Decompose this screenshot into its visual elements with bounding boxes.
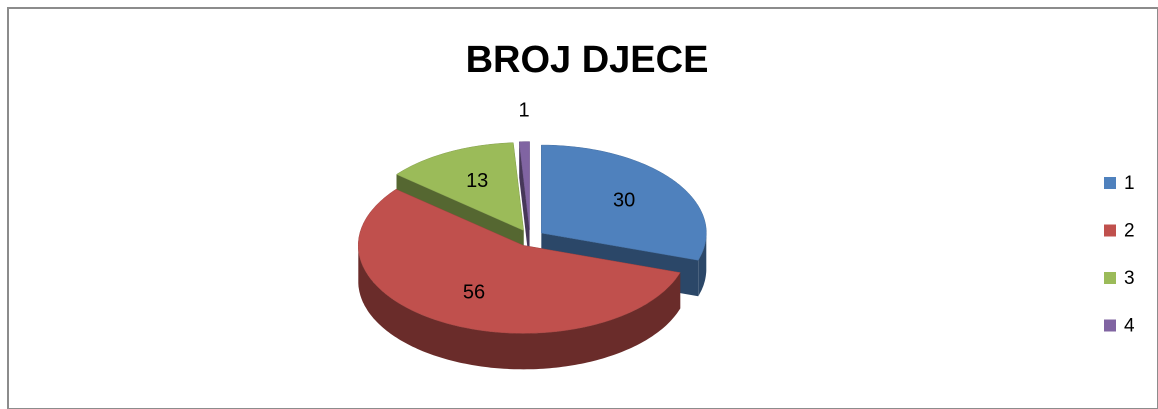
data-label: 56 xyxy=(463,281,485,303)
slice xyxy=(358,189,681,334)
legend-label: 4 xyxy=(1124,316,1135,337)
legend-swatch xyxy=(1104,272,1116,284)
legend-label: 2 xyxy=(1124,221,1135,242)
legend-swatch xyxy=(1104,319,1116,332)
slice xyxy=(518,141,530,230)
data-label: 30 xyxy=(613,189,635,211)
legend-label: 3 xyxy=(1124,268,1135,289)
chart-title: BROJ DJECE xyxy=(466,39,709,81)
slice-side xyxy=(358,245,681,370)
data-label: 13 xyxy=(466,170,488,192)
slice xyxy=(541,144,707,261)
slice-tops xyxy=(358,141,707,334)
legend-swatch xyxy=(1104,177,1116,189)
slice xyxy=(395,142,524,231)
legend-label: 1 xyxy=(1124,173,1135,194)
slice-wall xyxy=(519,141,530,266)
data-label: 1 xyxy=(519,100,530,122)
slice-side xyxy=(698,233,707,297)
legend-swatch xyxy=(1104,224,1116,237)
